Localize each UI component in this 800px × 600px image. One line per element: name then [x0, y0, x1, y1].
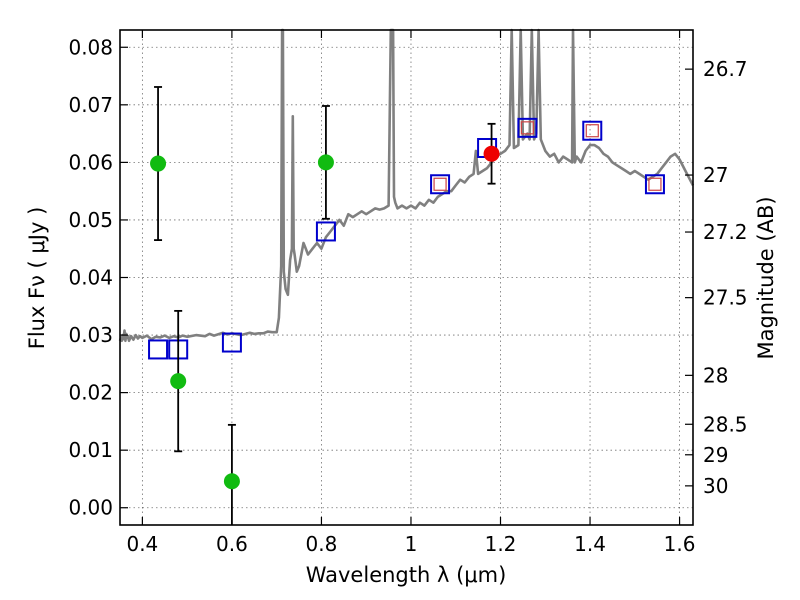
y-tick-label: 0.07 [68, 93, 113, 117]
y2-tick-label: 30 [703, 474, 728, 498]
marker-layer [148, 86, 665, 525]
x-tick-label: 0.8 [306, 532, 338, 556]
x-tick-label: 1.6 [664, 532, 696, 556]
y-tick-label: 0.05 [68, 208, 113, 232]
spectrum-line [118, 28, 695, 343]
y-tick-label: 0.06 [68, 150, 113, 174]
observed-flux-point-highlight [483, 145, 500, 162]
x-tick-label: 0.4 [126, 532, 158, 556]
model-photometry-square [582, 120, 603, 141]
y2-tick-label: 27 [703, 163, 728, 187]
model-photometry-inner-square [520, 121, 534, 135]
observed-flux-point [317, 154, 334, 171]
y-tick-label: 0.03 [68, 323, 113, 347]
y-tick-label: 0.04 [68, 266, 113, 290]
model-photometry-square [315, 221, 336, 242]
x-tick-label: 1 [405, 532, 418, 556]
y-tick-label: 0.08 [68, 35, 113, 59]
y-axis-label: Flux Fν ( μJy ) [25, 207, 49, 350]
tick-layer: 0.4 0.6 0.8 1 1.2 1.4 1.6 0.00 0.01 0.02 0.03 0.04 0… [68, 30, 748, 556]
x-tick-label: 0.6 [216, 532, 248, 556]
model-photometry-inner-square [585, 124, 599, 138]
observed-flux-point [170, 373, 187, 390]
model-photometry-square [644, 174, 665, 195]
y-tick-label: 0.00 [68, 496, 113, 520]
model-photometry-inner-square [648, 177, 662, 191]
y2-tick-label: 28.5 [703, 412, 748, 436]
y2-tick-label: 28 [703, 363, 728, 387]
model-photometry-square [148, 339, 169, 360]
model-photometry-square [221, 332, 242, 353]
x-tick-label: 1.4 [574, 532, 606, 556]
observed-flux-point [223, 473, 240, 490]
model-photometry-inner-square [433, 177, 447, 191]
y-tick-label: 0.02 [68, 381, 113, 405]
y2-tick-label: 27.2 [703, 220, 748, 244]
y2-axis-label: Magnitude (AB) [754, 196, 778, 359]
spectrum-layer [118, 28, 695, 343]
y2-tick-label: 26.7 [703, 57, 748, 81]
x-tick-label: 1.2 [485, 532, 517, 556]
model-photometry-square [517, 117, 538, 138]
y2-tick-label: 29 [703, 443, 728, 467]
y-tick-label: 0.01 [68, 438, 113, 462]
grid-layer [120, 30, 693, 525]
model-photometry-square [430, 174, 451, 195]
observed-flux-point [150, 155, 167, 172]
y2-tick-label: 27.5 [703, 286, 748, 310]
x-axis-label: Wavelength λ (μm) [306, 563, 507, 587]
